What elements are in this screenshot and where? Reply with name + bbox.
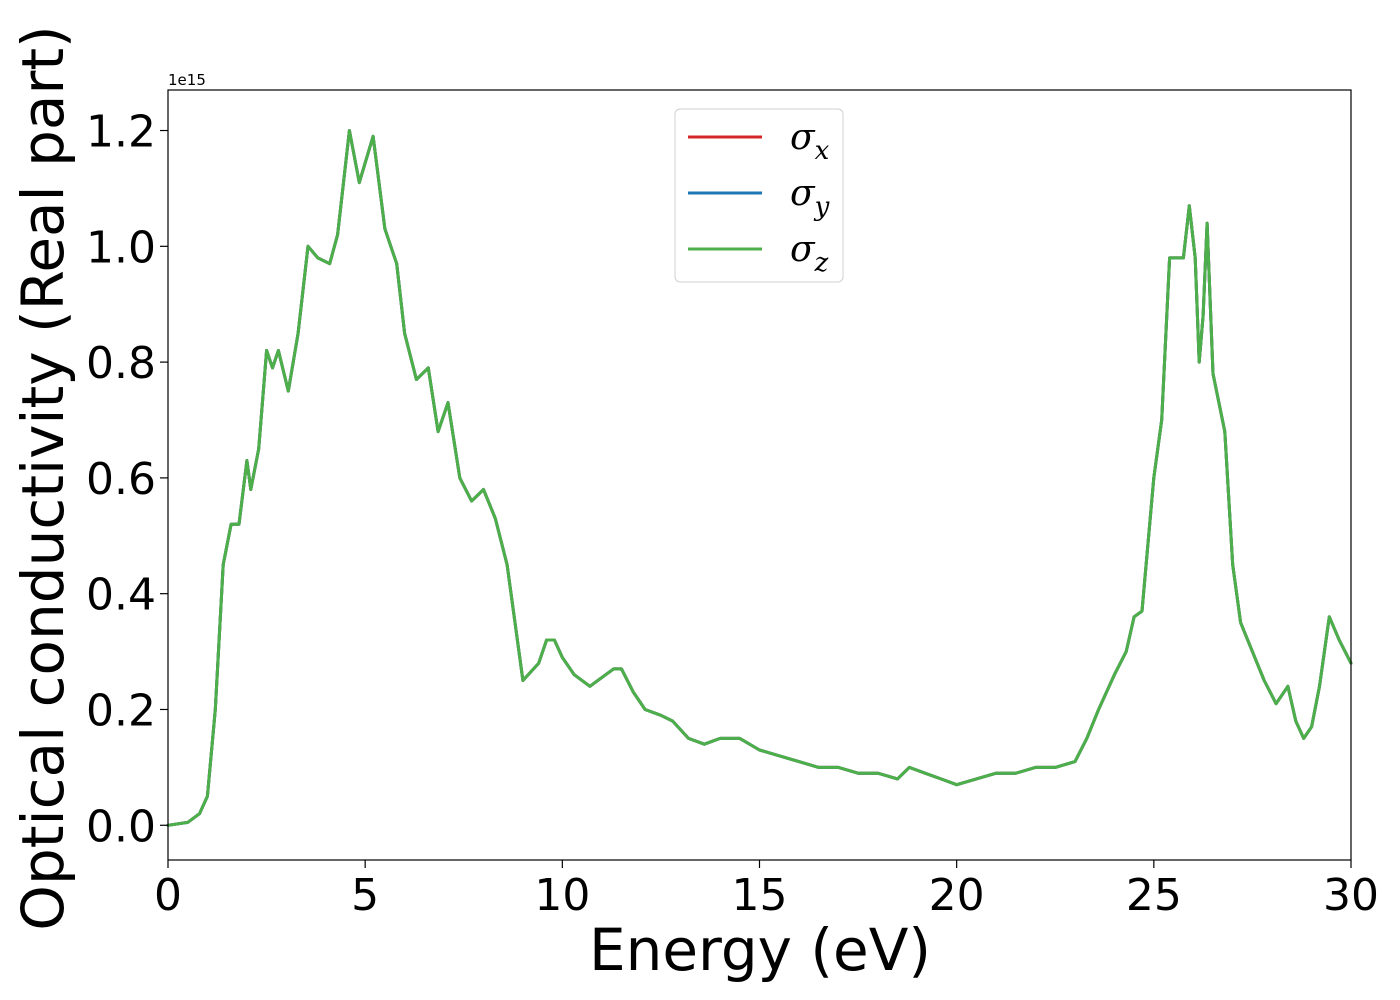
x-axis-title: Energy (eV) bbox=[589, 916, 931, 984]
y-axis-ticks: 0.0 0.2 0.4 0.6 0.8 1.0 1.2 bbox=[86, 107, 168, 852]
series-layer bbox=[166, 129, 1353, 827]
y-offset-label: 1e15 bbox=[168, 71, 206, 89]
x-tick-label: 10 bbox=[534, 870, 590, 921]
y-tick-label: 0.6 bbox=[86, 454, 156, 505]
y-tick-label: 0.8 bbox=[86, 338, 156, 389]
x-tick-label: 0 bbox=[154, 870, 182, 921]
legend-box bbox=[674, 108, 844, 283]
y-tick-label: 0.2 bbox=[86, 685, 156, 736]
y-tick-label: 0.0 bbox=[86, 801, 156, 852]
y-tick-label: 1.0 bbox=[86, 222, 156, 273]
x-tick-label: 20 bbox=[929, 870, 985, 921]
y-tick-label: 0.4 bbox=[86, 570, 156, 621]
y-axis-title: Optical conductivity (Real part) bbox=[9, 25, 77, 930]
series-line-2 bbox=[166, 129, 1353, 827]
x-tick-label: 25 bbox=[1126, 870, 1182, 921]
x-axis-ticks: 0 5 10 15 20 25 30 bbox=[154, 860, 1379, 921]
y-tick-label: 1.2 bbox=[86, 107, 156, 158]
x-tick-label: 15 bbox=[732, 870, 788, 921]
x-tick-label: 30 bbox=[1323, 870, 1379, 921]
x-tick-label: 5 bbox=[351, 870, 379, 921]
